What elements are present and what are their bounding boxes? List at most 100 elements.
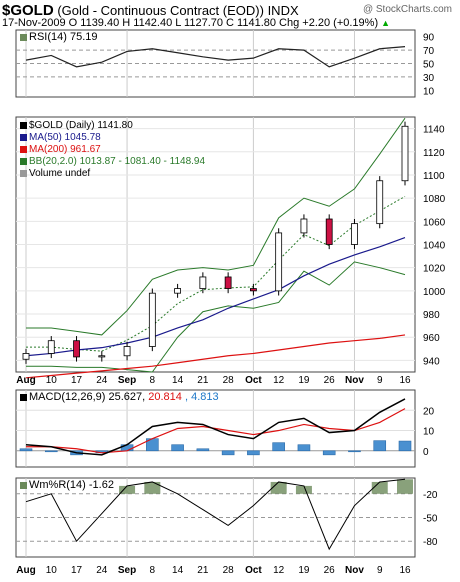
candle-body xyxy=(98,355,106,358)
rsi-tick: 30 xyxy=(423,73,435,84)
x-tick-label: 26 xyxy=(324,375,336,386)
legend-price: $GOLD (Daily) 1141.80 xyxy=(20,120,205,132)
price-legend: $GOLD (Daily) 1141.80 MA(50) 1045.78 MA(… xyxy=(20,120,205,180)
candle-body xyxy=(73,340,80,358)
macd-hist-bar xyxy=(322,450,336,456)
macd-hist-value: , 4.813 xyxy=(184,391,219,403)
candle-body xyxy=(351,223,358,245)
x-tick-label: Sep xyxy=(118,565,136,576)
macd-hist-bar xyxy=(297,444,311,452)
macd-hist-bar xyxy=(348,450,361,453)
rsi-label: RSI(14) 75.19 xyxy=(20,31,97,43)
macd-hist-bar xyxy=(196,448,210,452)
macd-hist-bar xyxy=(272,442,285,452)
willr-label: Wm%R(14) -1.62 xyxy=(20,479,114,491)
x-tick-label: 19 xyxy=(298,375,310,386)
bb-lower-line xyxy=(26,261,406,373)
willr-overbought-fill xyxy=(119,485,136,494)
x-tick-label: 8 xyxy=(150,565,156,576)
ma50-line xyxy=(25,236,406,357)
x-tick-label: 8 xyxy=(150,375,156,386)
macd-value: 25.627, xyxy=(108,391,149,403)
price-tick: 1040 xyxy=(423,241,446,252)
willr-tick: -50 xyxy=(423,514,438,525)
x-tick-label: Sep xyxy=(118,375,136,386)
candle-body xyxy=(22,353,30,360)
willr-overbought-fill xyxy=(295,485,312,494)
legend-ma50: MA(50) 1045.78 xyxy=(20,132,205,144)
x-tick-label: 19 xyxy=(298,565,310,576)
candle-body xyxy=(401,125,409,182)
rsi-line xyxy=(25,46,406,68)
price-tick: 1000 xyxy=(423,287,446,298)
willr-overbought-fill xyxy=(397,479,413,494)
x-tick-label: 16 xyxy=(399,375,411,386)
candle-body xyxy=(300,218,308,234)
bb-upper-line xyxy=(26,117,406,336)
x-tick-label: Nov xyxy=(345,565,364,576)
x-tick-label: 17 xyxy=(71,375,83,386)
x-tick-label: 14 xyxy=(172,375,184,386)
watermark: @ StockCharts.com xyxy=(362,4,452,15)
legend-volume: Volume undef xyxy=(20,168,205,180)
willr-overbought-fill xyxy=(371,481,388,494)
x-tick-label: Nov xyxy=(345,375,364,386)
macd-hist-bar xyxy=(373,440,387,452)
price-tick: 1060 xyxy=(423,217,446,228)
legend-ma200: MA(200) 961.67 xyxy=(20,144,205,156)
x-tick-label: 24 xyxy=(96,565,108,576)
x-tick-label: Aug xyxy=(16,375,35,386)
willr-tick: -80 xyxy=(423,537,438,548)
price-tick: 1020 xyxy=(423,264,446,275)
x-tick-label: 17 xyxy=(71,565,83,576)
x-tick-label: 21 xyxy=(197,375,209,386)
price-tick: 1140 xyxy=(423,125,445,136)
candle-body xyxy=(123,346,131,357)
rsi-tick: 50 xyxy=(423,60,435,71)
x-tick-label: 12 xyxy=(273,375,285,386)
instrument-name: (Gold - Continuous Contract (EOD)) xyxy=(57,3,264,18)
x-tick-label: 9 xyxy=(377,565,383,576)
macd-hist-bar xyxy=(44,450,58,453)
x-tick-label: 16 xyxy=(399,565,411,576)
x-tick-label: 26 xyxy=(324,565,336,576)
x-tick-label: 10 xyxy=(46,565,58,576)
symbol: $GOLD xyxy=(2,2,54,19)
willr-overbought-fill xyxy=(144,481,161,494)
chart-title: $GOLD (Gold - Continuous Contract (EOD))… xyxy=(2,2,299,19)
macd-tick: 20 xyxy=(423,406,435,417)
x-tick-label: 10 xyxy=(46,375,58,386)
x-tick-label: Oct xyxy=(245,565,262,576)
x-tick-label: 12 xyxy=(273,565,285,576)
rsi-tick: 90 xyxy=(423,33,435,44)
x-tick-label: 14 xyxy=(172,565,184,576)
up-arrow-icon: ▲ xyxy=(381,18,391,28)
willr-line xyxy=(25,478,406,551)
candle-body xyxy=(376,180,384,225)
macd-tick: 0 xyxy=(423,447,429,458)
x-tick-label: Oct xyxy=(245,375,262,386)
candle-body xyxy=(174,288,182,294)
macd-signal-value: 20.814 xyxy=(148,391,182,403)
macd-hist-bar xyxy=(171,444,184,452)
candle-body xyxy=(199,276,207,289)
macd-tick: 10 xyxy=(423,427,435,438)
x-tick-label: 28 xyxy=(223,565,235,576)
macd-line xyxy=(25,398,406,456)
macd-hist-bar xyxy=(398,440,412,452)
price-tick: 980 xyxy=(423,310,440,321)
willr-tick: -20 xyxy=(423,490,438,501)
quote-date: 17-Nov-2009 xyxy=(2,17,66,29)
candle-body xyxy=(275,232,283,292)
x-tick-label: 21 xyxy=(197,565,209,576)
price-tick: 960 xyxy=(423,333,440,344)
macd-hist-bar xyxy=(19,448,33,452)
quote-values: O 1139.40 H 1142.40 L 1127.70 C 1141.80 … xyxy=(68,17,379,29)
exchange: INDX xyxy=(267,3,299,18)
quote-line: 17-Nov-2009 O 1139.40 H 1142.40 L 1127.7… xyxy=(2,17,390,29)
macd-hist-bar xyxy=(247,450,260,456)
macd-label: MACD(12,26,9) 25.627, 20.814 , 4.813 xyxy=(20,391,219,403)
willr-overbought-fill xyxy=(270,481,287,494)
candle-body xyxy=(249,288,257,292)
